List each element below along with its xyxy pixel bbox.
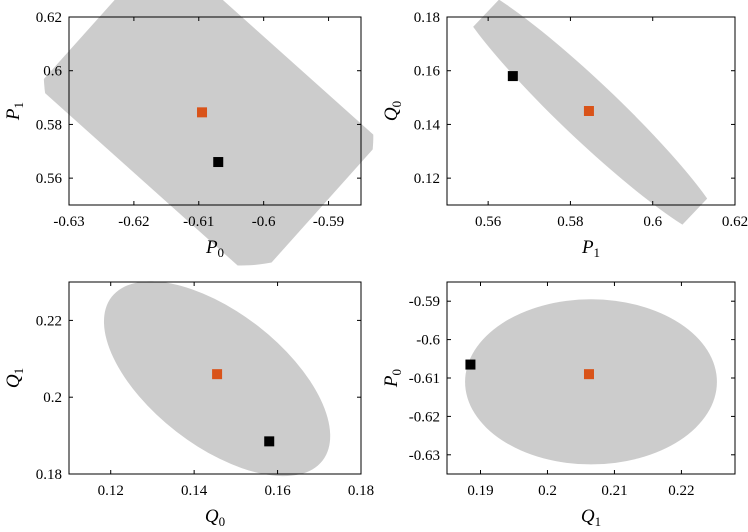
y-tick-label: 0.18 [414, 10, 440, 26]
y-tick-label: 0.12 [414, 171, 440, 187]
data-point [465, 359, 476, 370]
data-point [507, 71, 518, 82]
y-axis-label: Q1 [3, 368, 26, 388]
y-tick-label: 0.62 [36, 10, 62, 26]
data-point [583, 369, 594, 380]
data-point [212, 369, 223, 380]
confidence-region [465, 299, 717, 465]
y-tick-label: 0.22 [36, 313, 62, 329]
x-tick-label: 0.16 [264, 483, 291, 499]
data-point [583, 106, 594, 116]
y-tick-label: -0.62 [409, 409, 440, 425]
x-tick-label: -0.61 [183, 214, 214, 230]
chart-panel-2: 0.56 0.58 0.6 0.62 0.12 0.14 0.16 0.18 P1 Q0 [381, 0, 748, 260]
y-tick-label: -0.63 [409, 448, 440, 464]
y-tick-label: 0.2 [43, 390, 62, 406]
data-point [264, 436, 275, 447]
x-tick-label: -0.59 [313, 214, 344, 230]
y-axis-label: P0 [381, 369, 404, 388]
x-tick-label: 0.14 [181, 483, 208, 499]
y-tick-label: -0.6 [416, 333, 440, 349]
x-tick-label: 0.56 [475, 214, 502, 230]
chart-panel-3: 0.12 0.14 0.16 0.18 0.18 0.2 0.22 Q0 Q1 [3, 281, 374, 529]
y-tick-label: 0.16 [414, 64, 441, 80]
x-tick-label: 0.62 [722, 214, 748, 230]
y-tick-label: 0.6 [43, 64, 62, 80]
axes-box [446, 16, 736, 206]
axes-box [68, 281, 362, 475]
x-tick-label: 0.18 [348, 483, 374, 499]
x-axis-label: Q0 [205, 506, 225, 529]
x-tick-label: 0.2 [538, 483, 557, 499]
chart-panel-4: 0.19 0.2 0.21 0.22 -0.63 -0.62 -0.61 -0.6 -0.59 Q… [381, 281, 736, 529]
x-axis-label: Q1 [581, 506, 601, 529]
y-tick-label: 0.18 [36, 467, 62, 483]
x-tick-label: 0.6 [643, 214, 662, 230]
y-tick-label: -0.61 [409, 371, 440, 387]
x-axis-label: P1 [581, 237, 600, 260]
y-tick-label: 0.56 [36, 171, 63, 187]
x-tick-label: -0.63 [53, 214, 84, 230]
x-tick-label: 0.19 [467, 483, 493, 499]
data-point [213, 157, 224, 168]
y-axis-label: P1 [3, 102, 26, 121]
x-tick-label: -0.6 [252, 214, 276, 230]
x-tick-label: 0.58 [557, 214, 583, 230]
y-axis-label: Q0 [381, 101, 404, 121]
x-tick-label: 0.22 [668, 483, 694, 499]
y-tick-label: -0.59 [409, 294, 440, 310]
x-tick-label: 0.12 [98, 483, 124, 499]
y-tick-label: 0.58 [36, 117, 62, 133]
x-tick-label: 0.21 [601, 483, 627, 499]
axes-box [68, 16, 362, 206]
data-point [197, 107, 208, 118]
x-tick-label: -0.62 [118, 214, 149, 230]
y-tick-label: 0.14 [414, 117, 441, 133]
